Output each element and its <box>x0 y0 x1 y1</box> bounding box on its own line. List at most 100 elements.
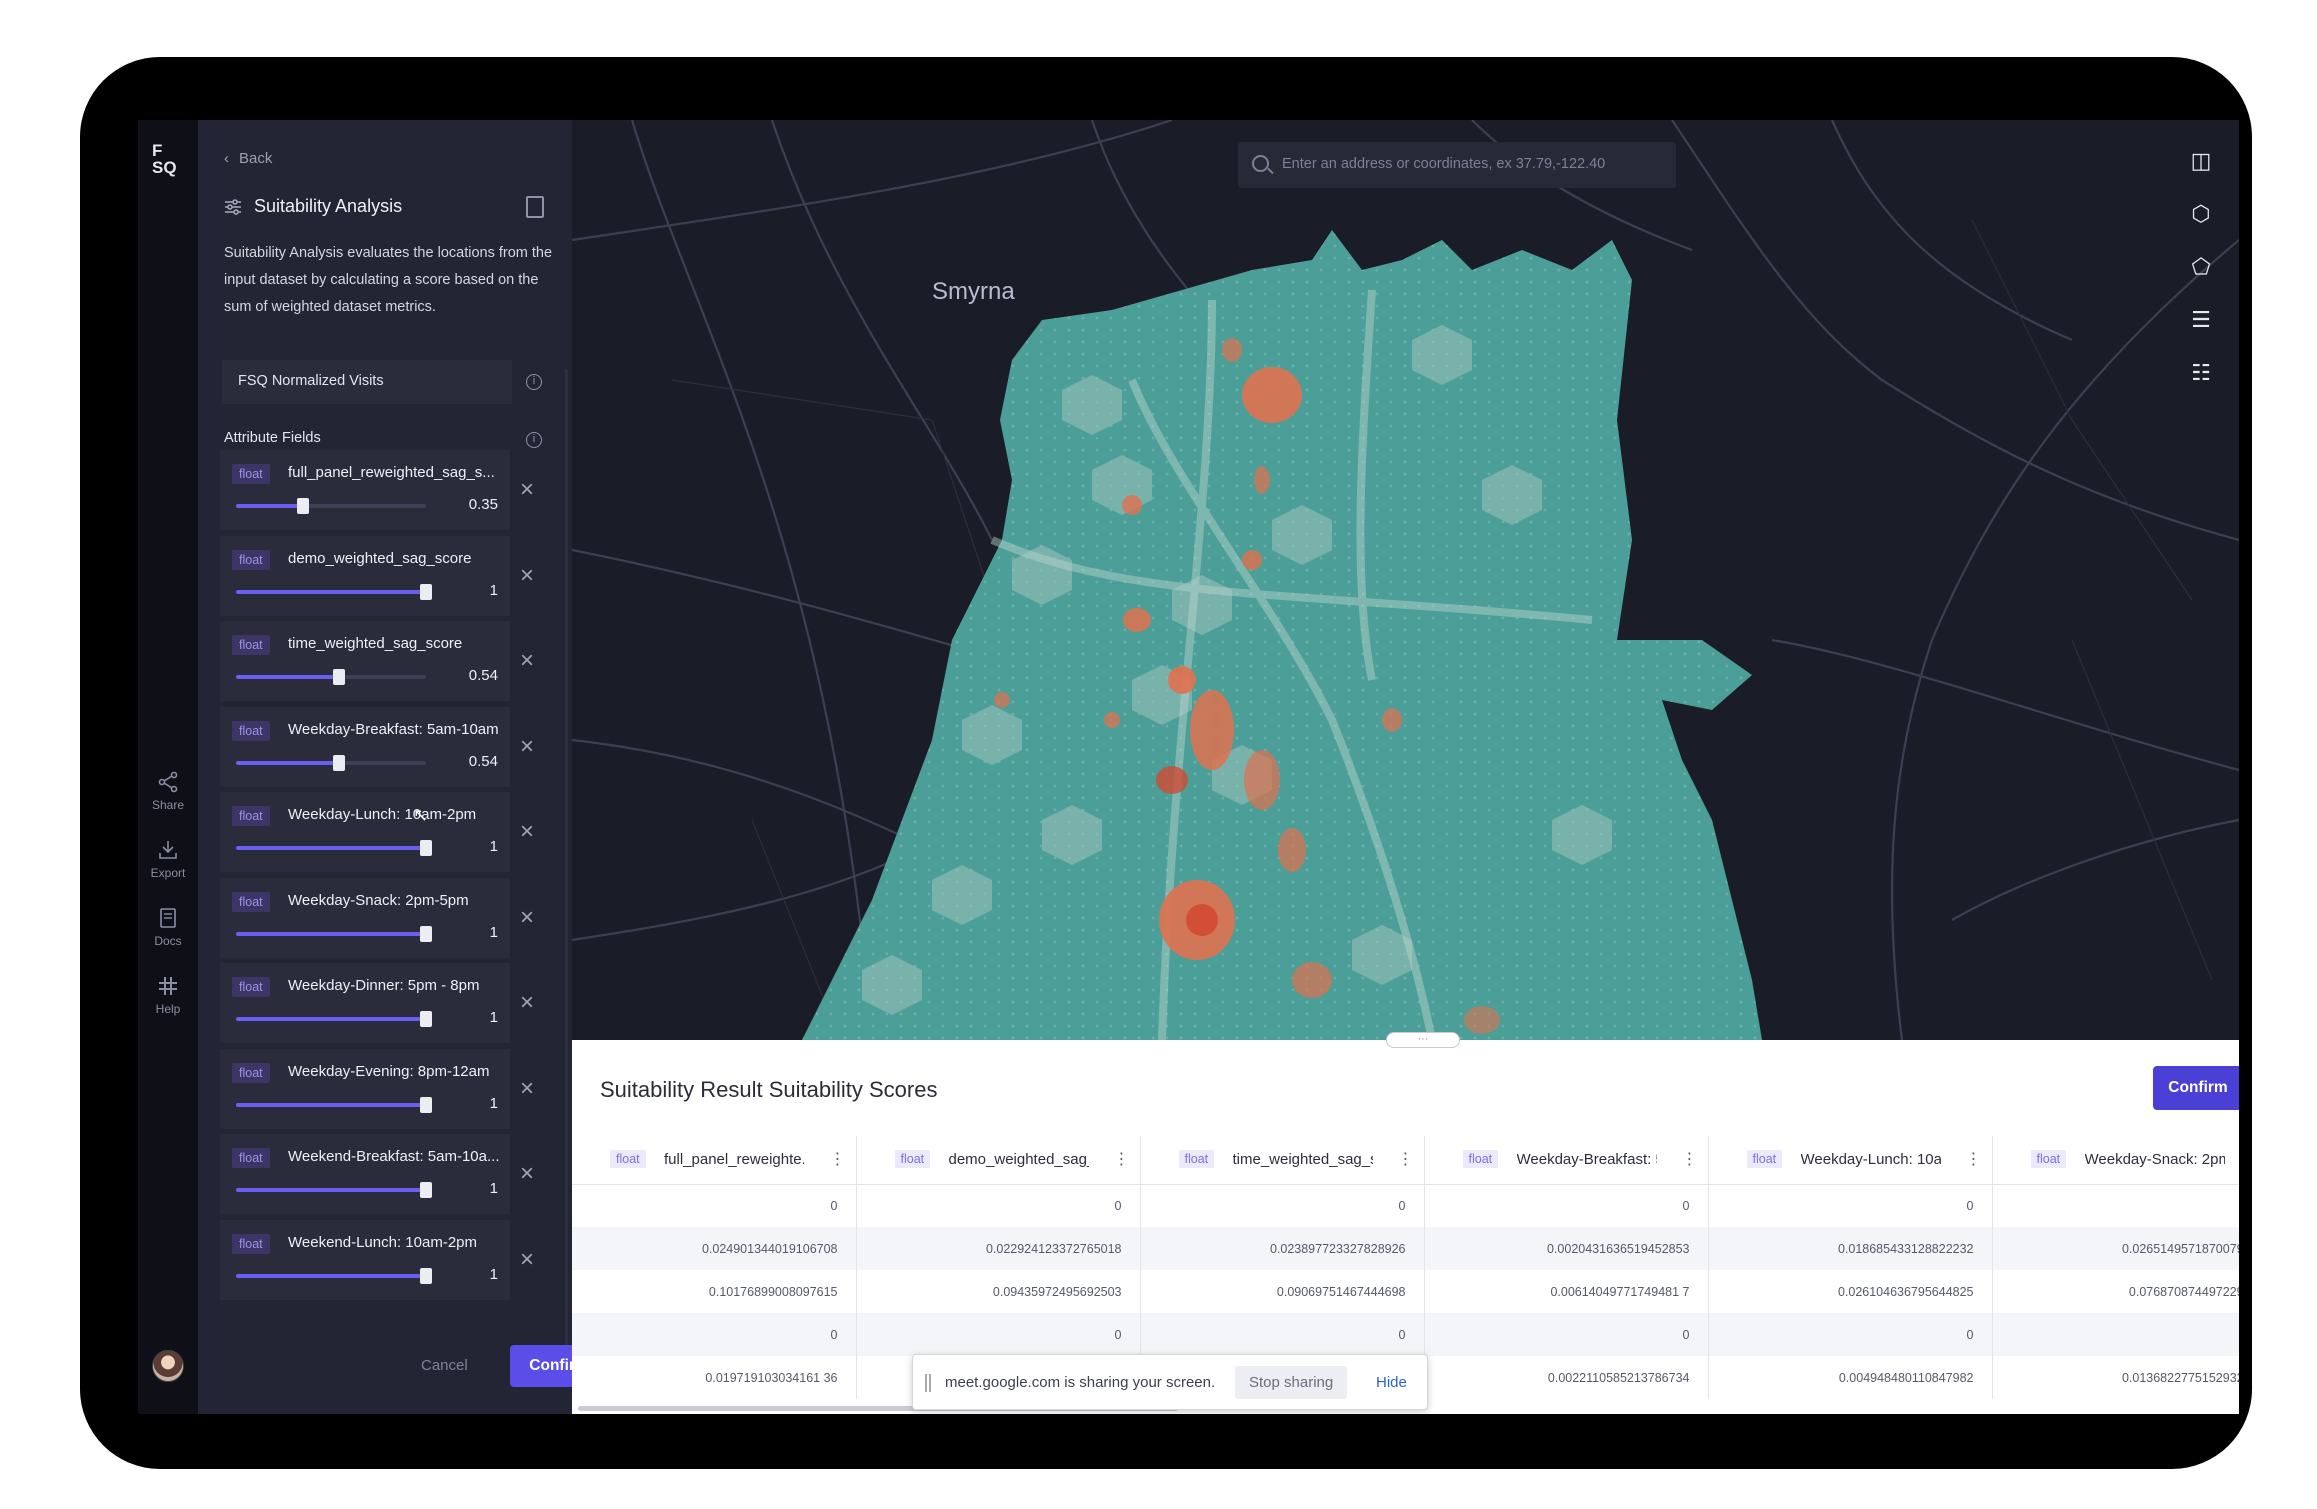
attribute-field: float Weekday-Lunch: 10am-2pm 1 <box>220 792 510 872</box>
slider-thumb[interactable] <box>332 669 345 685</box>
resize-handle[interactable]: ··· <box>1386 1032 1460 1048</box>
remove-field-icon[interactable]: × <box>520 647 535 674</box>
layer-list-icon[interactable]: ☰ <box>2191 307 2211 332</box>
results-title: Suitability Result Suitability Scores <box>600 1077 938 1102</box>
weight-slider[interactable] <box>236 669 426 685</box>
table-row[interactable]: 0.024901344019106708 0.022924123372765018… <box>572 1227 2239 1270</box>
remove-field-icon[interactable]: × <box>520 1075 535 1102</box>
split-map-icon[interactable]: ◫ <box>2190 148 2212 173</box>
slider-thumb[interactable] <box>296 498 309 514</box>
table-cell: 0.026514957187007984 <box>1992 1227 2239 1270</box>
weight-value: 1 <box>489 924 498 941</box>
dataset-label: FSQ Normalized Visits <box>238 373 384 389</box>
rail-share-label: Share <box>151 798 185 812</box>
attribute-info-icon[interactable]: i <box>526 432 542 448</box>
remove-field-icon[interactable]: × <box>520 1246 535 1273</box>
remove-field-icon[interactable]: × <box>520 562 535 589</box>
draw-polygon-icon[interactable]: ⬠ <box>2191 254 2211 279</box>
table-horizontal-scrollbar[interactable] <box>578 1406 1178 1411</box>
3d-cube-icon[interactable]: ⬡ <box>2191 201 2211 226</box>
slider-thumb[interactable] <box>420 840 432 856</box>
table-cell: 0.023897723327828926 <box>1140 1227 1425 1270</box>
attribute-field: float Weekday-Evening: 8pm-12am 1 <box>220 1049 510 1129</box>
slider-thumb[interactable] <box>420 584 432 600</box>
dataset-info-icon[interactable]: i <box>526 374 542 390</box>
weight-slider[interactable] <box>236 755 426 771</box>
stop-sharing-button[interactable]: Stop sharing <box>1235 1366 1348 1399</box>
city-label: Smyrna <box>932 278 1015 305</box>
back-link[interactable]: ‹ Back <box>224 150 272 167</box>
table-cell: 0.026104636795644825 <box>1708 1270 1993 1313</box>
column-menu-icon[interactable]: ⋮ <box>1113 1151 1130 1168</box>
attribute-field: float Weekday-Snack: 2pm-5pm 1 <box>220 878 510 958</box>
panel-scrollbar[interactable] <box>565 370 568 1370</box>
weight-slider[interactable] <box>236 840 432 856</box>
rail-docs-button[interactable]: Docs <box>138 906 198 948</box>
column-header[interactable]: float full_panel_reweighte... ⋮ <box>572 1136 857 1185</box>
cancel-button[interactable]: Cancel <box>421 1357 468 1374</box>
weight-slider[interactable] <box>236 1011 432 1027</box>
table-cell: 0.013682277515293214 <box>1992 1356 2239 1399</box>
column-header[interactable]: float Weekday-Breakfast: 5am... ⋮ <box>1424 1136 1709 1185</box>
slider-thumb[interactable] <box>420 1011 432 1027</box>
slider-thumb[interactable] <box>420 1268 432 1284</box>
field-type-badge: float <box>232 1148 270 1168</box>
avatar[interactable] <box>152 1350 184 1382</box>
column-menu-icon[interactable]: ⋮ <box>1681 1151 1698 1168</box>
field-name: Weekday-Dinner: 5pm - 8pm <box>288 977 480 994</box>
weight-slider[interactable] <box>236 584 432 600</box>
slider-thumb[interactable] <box>332 755 345 771</box>
weight-slider[interactable] <box>236 926 432 942</box>
field-type-badge: float <box>232 464 270 484</box>
weight-slider[interactable] <box>236 1182 432 1198</box>
results-table-panel: ··· Suitability Result Suitability Score… <box>572 1032 2239 1414</box>
weight-slider[interactable] <box>236 1268 432 1284</box>
column-menu-icon[interactable]: ⋮ <box>1965 1151 1982 1168</box>
remove-field-icon[interactable]: × <box>520 989 535 1016</box>
field-name: Weekend-Breakfast: 5am-10a... <box>288 1148 500 1165</box>
remove-field-icon[interactable]: × <box>520 1160 535 1187</box>
address-search-input[interactable]: Enter an address or coordinates, ex 37.7… <box>1238 142 1676 188</box>
column-menu-icon[interactable]: ⋮ <box>1397 1151 1414 1168</box>
table-cell: 0.022924123372765018 <box>856 1227 1141 1270</box>
share-message: meet.google.com is sharing your screen. <box>945 1374 1216 1391</box>
rail-share-button[interactable]: Share <box>138 770 198 812</box>
table-confirm-button[interactable]: Confirm <box>2153 1066 2239 1110</box>
table-cell: 0.10176899008097615 <box>572 1270 857 1313</box>
panel-title-text: Suitability Analysis <box>254 196 403 216</box>
map-view[interactable]: Enter an address or coordinates, ex 37.7… <box>572 120 2239 1040</box>
dataset-selector[interactable]: FSQ Normalized Visits <box>222 360 512 404</box>
column-header[interactable]: float demo_weighted_sag_sc... ⋮ <box>856 1136 1141 1185</box>
table-row[interactable]: 0.10176899008097615 0.09435972495692503 0.… <box>572 1270 2239 1313</box>
slider-thumb[interactable] <box>420 926 432 942</box>
column-menu-icon[interactable]: ⋮ <box>829 1151 846 1168</box>
slider-fill <box>236 1103 426 1107</box>
weight-slider[interactable] <box>236 1097 432 1113</box>
remove-field-icon[interactable]: × <box>520 476 535 503</box>
rail-help-label: Help <box>155 1002 181 1016</box>
remove-field-icon[interactable]: × <box>520 904 535 931</box>
rail-export-button[interactable]: Export <box>138 838 198 880</box>
docs-icon <box>160 908 176 928</box>
slider-thumb[interactable] <box>420 1097 432 1113</box>
column-header[interactable]: float Weekday-Lunch: 10am-2... ⋮ <box>1708 1136 1993 1185</box>
table-cell: 0 <box>1140 1313 1425 1356</box>
help-icon <box>159 977 177 995</box>
remove-field-icon[interactable]: × <box>520 733 535 760</box>
documentation-icon[interactable] <box>526 196 544 218</box>
slider-fill <box>236 1274 426 1278</box>
field-type-badge: float <box>232 1234 270 1254</box>
share-icon <box>158 771 178 793</box>
rail-help-button[interactable]: Help <box>138 974 198 1016</box>
slider-thumb[interactable] <box>420 1182 432 1198</box>
search-icon <box>1252 155 1269 172</box>
hide-button[interactable]: Hide <box>1376 1374 1407 1391</box>
remove-field-icon[interactable]: × <box>520 818 535 845</box>
legend-icon[interactable]: ☷ <box>2191 360 2211 385</box>
column-header[interactable]: float time_weighted_sag_score ⋮ <box>1140 1136 1425 1185</box>
drag-handle-icon[interactable] <box>925 1374 931 1392</box>
weight-slider[interactable] <box>236 498 426 514</box>
